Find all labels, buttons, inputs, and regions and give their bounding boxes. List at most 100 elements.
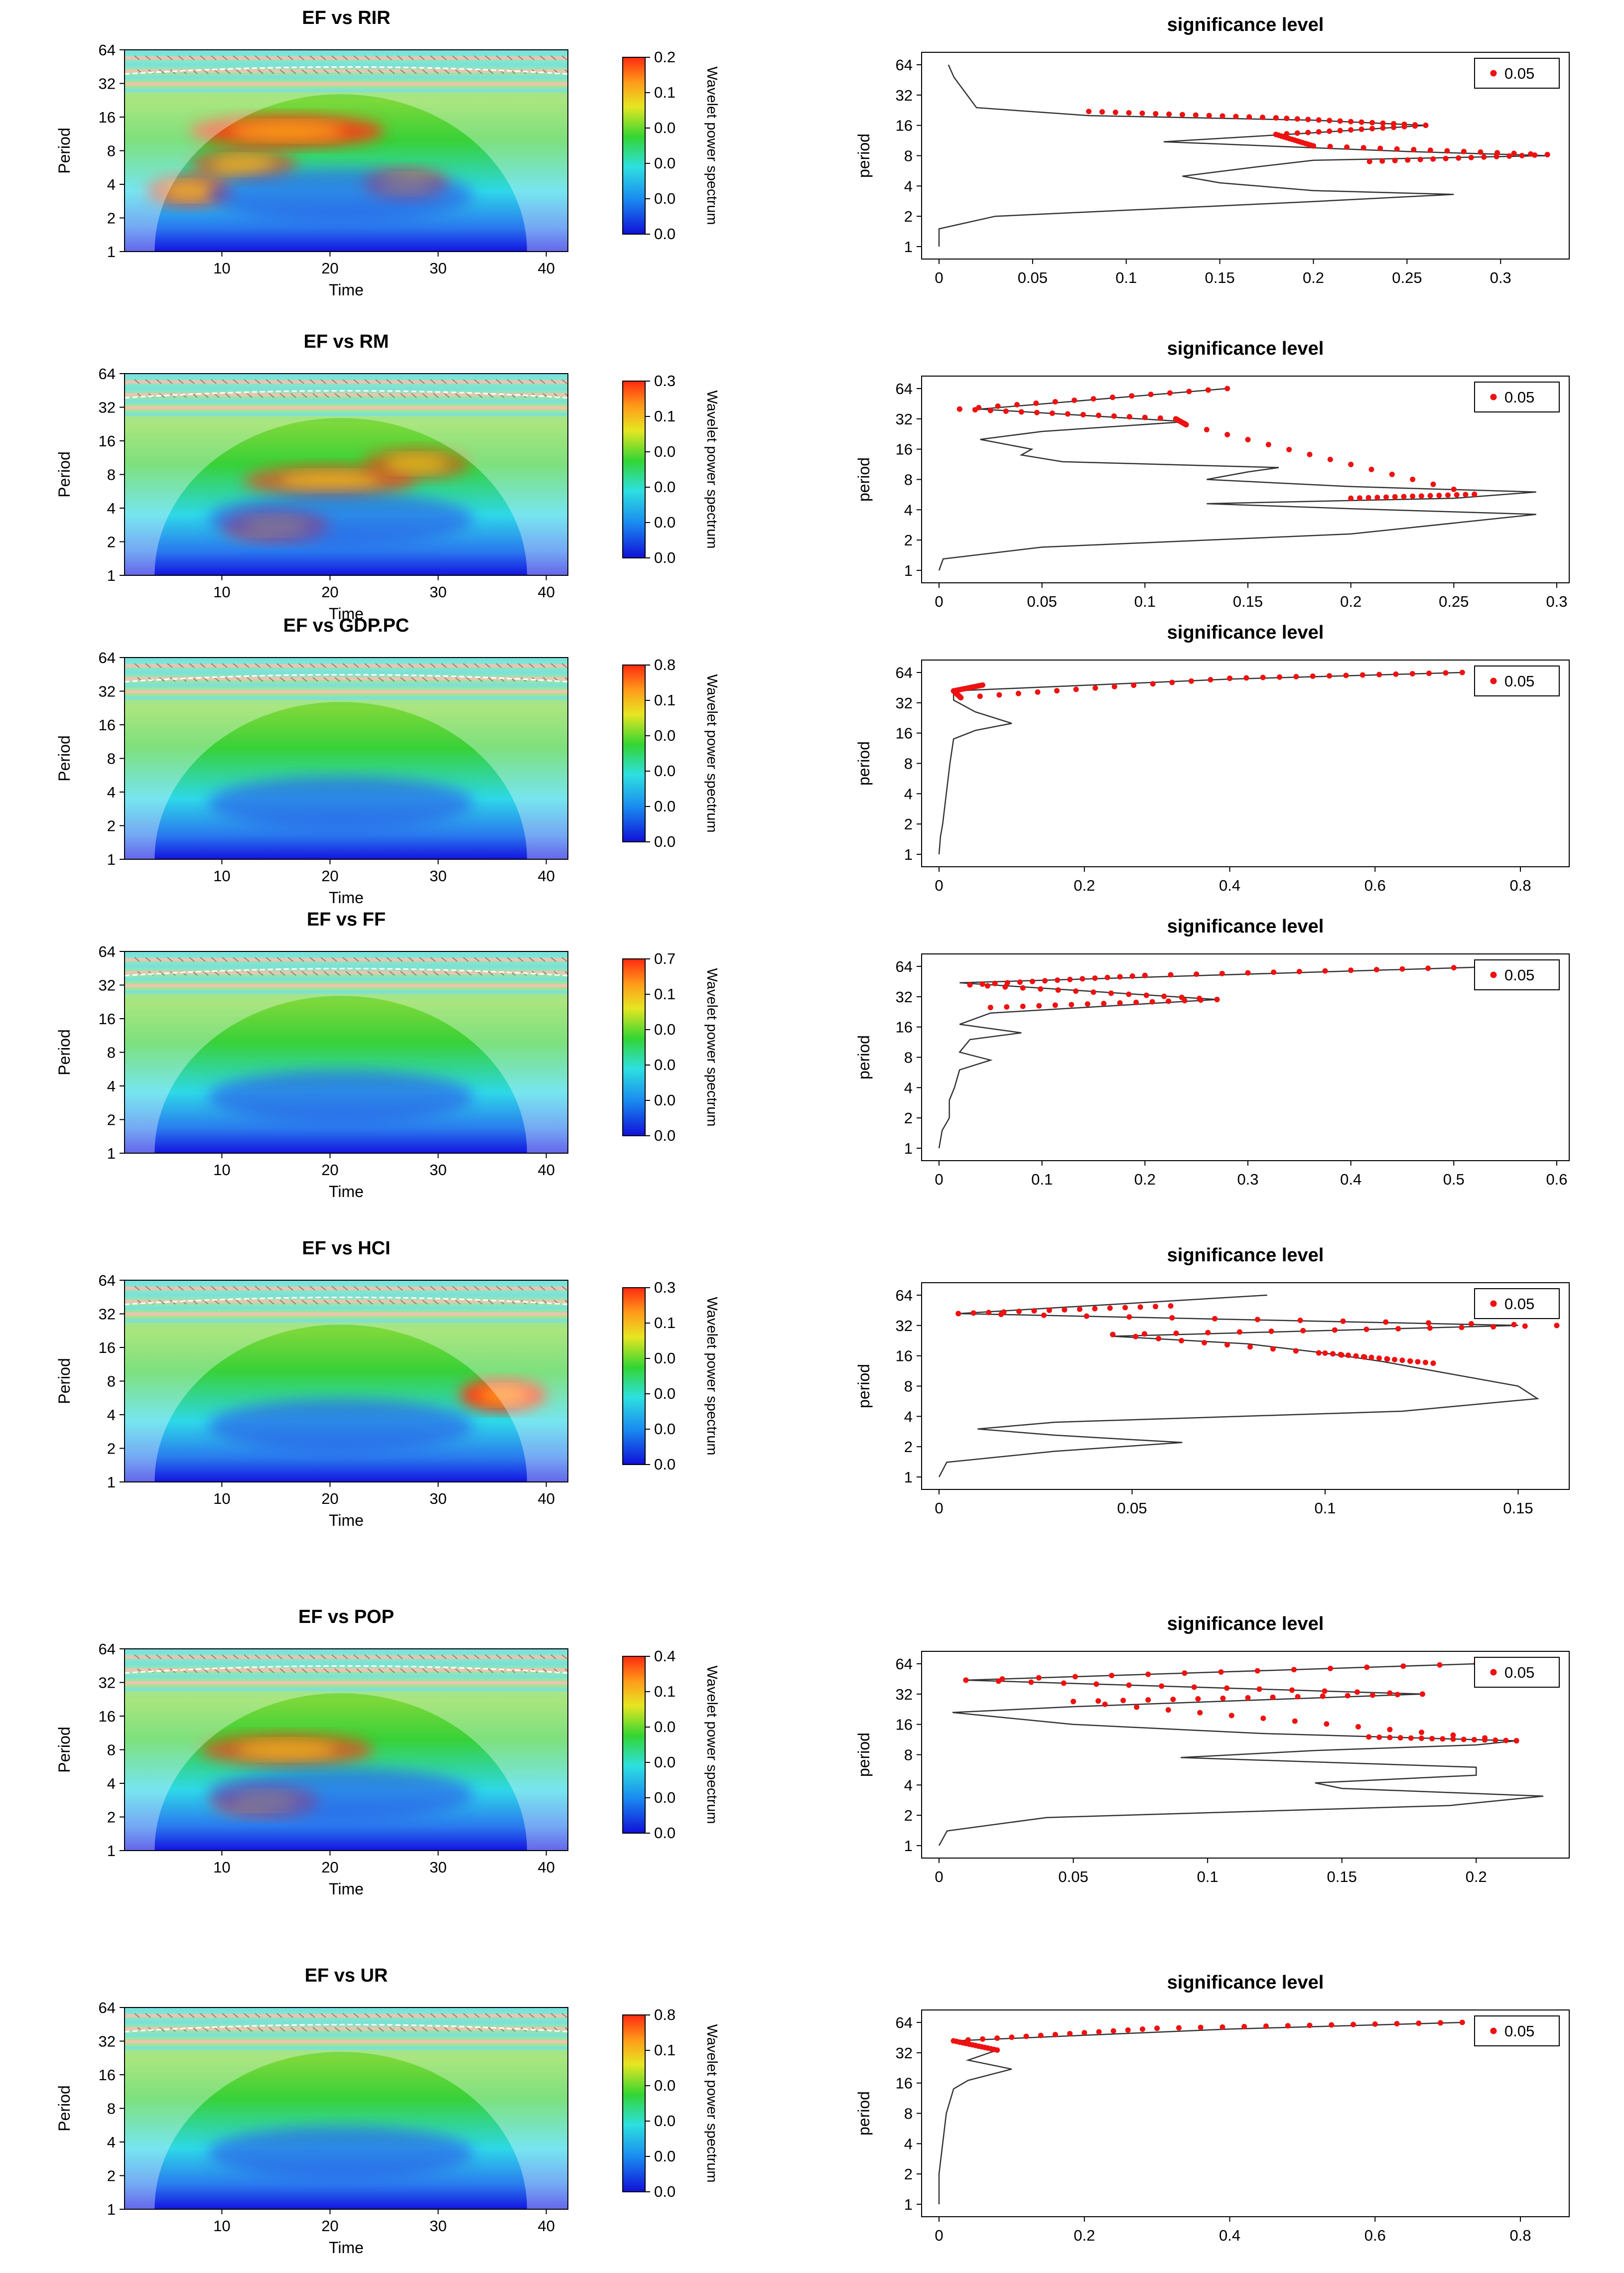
significant-point xyxy=(1009,2034,1015,2040)
phase-arrow xyxy=(466,1300,472,1305)
phase-arrow xyxy=(167,2013,173,2018)
phase-arrow xyxy=(159,1668,165,1673)
colorbar-label: Wavelet power spectrum xyxy=(704,1665,720,1824)
phase-arrow xyxy=(309,55,315,60)
power-lowspot xyxy=(208,1070,474,1123)
significant-point xyxy=(1112,110,1118,116)
y-tick-label: 8 xyxy=(904,1746,913,1764)
x-tick-label: 0 xyxy=(935,1499,943,1517)
colorbar-tick-label: 0.0 xyxy=(654,727,676,744)
x-tick-label: 30 xyxy=(429,583,446,601)
plot-frame xyxy=(921,2009,1570,2217)
significant-point xyxy=(1519,152,1525,158)
power-band xyxy=(125,1681,568,1685)
phase-arrow xyxy=(408,957,414,962)
phase-arrow xyxy=(433,677,439,682)
phase-arrow xyxy=(266,55,271,60)
significant-point xyxy=(1109,395,1115,401)
significant-point xyxy=(1067,976,1073,982)
phase-arrow xyxy=(364,379,370,384)
significant-point xyxy=(1035,689,1041,695)
y-tick-label: 2 xyxy=(904,1109,913,1127)
phase-arrow xyxy=(225,393,231,398)
significant-point xyxy=(1168,972,1174,978)
colorbar-tick-label: 0.8 xyxy=(654,2006,676,2023)
phase-arrow xyxy=(290,393,296,398)
x-tick-label: 40 xyxy=(538,1859,554,1876)
y-tick-label: 1 xyxy=(904,562,913,579)
wavelet-image xyxy=(125,374,568,575)
x-tick-label: 10 xyxy=(213,1161,230,1179)
phase-arrow xyxy=(222,663,228,668)
significant-point xyxy=(1080,976,1085,982)
significant-point xyxy=(1337,118,1343,124)
phase-arrow xyxy=(433,1668,439,1673)
power-band xyxy=(125,412,568,416)
significant-point xyxy=(976,404,982,410)
phase-arrow xyxy=(550,379,556,384)
significant-point xyxy=(1212,1316,1218,1322)
significant-point xyxy=(1156,1336,1162,1341)
x-tick-label: 0.15 xyxy=(1503,1499,1533,1517)
y-tick-label: 16 xyxy=(99,2066,116,2084)
significant-point xyxy=(1166,111,1172,117)
significant-point xyxy=(1179,994,1185,1000)
phase-arrow xyxy=(452,957,458,962)
power-band xyxy=(125,1674,568,1679)
significant-point xyxy=(1463,492,1469,498)
legend-label: 0.05 xyxy=(1504,966,1534,984)
significant-point xyxy=(1131,682,1137,688)
colorbar-tick-label: 0.0 xyxy=(654,1456,676,1473)
phase-arrow xyxy=(441,2013,447,2018)
phase-arrow xyxy=(466,677,472,682)
phase-arrow xyxy=(276,957,282,962)
colorbar-tick-label: 0.1 xyxy=(654,2041,676,2059)
significant-point xyxy=(1139,2026,1145,2032)
y-tick-label: 32 xyxy=(896,2044,913,2062)
y-tick-label: 32 xyxy=(896,694,913,712)
power-band xyxy=(125,2007,568,2011)
significant-point xyxy=(1294,116,1300,122)
colorbar-tick-label: 0.0 xyxy=(654,798,676,815)
phase-arrow xyxy=(233,2013,239,2018)
significant-point xyxy=(1376,1734,1382,1740)
phase-arrow xyxy=(269,393,274,398)
significance-contour xyxy=(125,967,568,977)
phase-arrow xyxy=(477,2027,483,2032)
significant-point xyxy=(1430,156,1436,162)
phase-arrow xyxy=(507,379,513,384)
x-tick-label: 40 xyxy=(538,867,554,885)
phase-arrow xyxy=(561,957,567,962)
significant-point xyxy=(1247,1344,1253,1350)
phase-arrow xyxy=(334,1300,340,1305)
phase-arrow xyxy=(477,971,483,976)
phase-arrow xyxy=(200,1286,206,1291)
significant-point xyxy=(1293,1348,1299,1354)
phase-arrow xyxy=(345,677,351,682)
x-tick-label: 0.05 xyxy=(1018,269,1048,286)
power-band xyxy=(125,2046,568,2050)
phase-arrow xyxy=(312,971,318,976)
y-tick-label: 1 xyxy=(904,2196,913,2213)
significant-point xyxy=(1401,494,1407,500)
significant-point xyxy=(1401,124,1407,130)
significant-point xyxy=(1369,1692,1375,1698)
phase-arrow xyxy=(356,2027,362,2032)
phase-arrow xyxy=(529,663,535,668)
phase-arrow xyxy=(441,663,447,668)
y-axis-label: period xyxy=(855,2091,873,2136)
significant-point xyxy=(1411,146,1417,152)
phase-arrow xyxy=(463,2013,469,2018)
phase-arrow xyxy=(375,379,381,384)
phase-arrow xyxy=(266,1654,271,1659)
significant-point xyxy=(1330,1351,1336,1357)
significant-point xyxy=(1372,2021,1378,2027)
significant-point xyxy=(1161,993,1167,999)
significant-point xyxy=(1052,399,1058,405)
significant-point xyxy=(1038,986,1044,992)
significant-point xyxy=(1260,115,1266,121)
phase-arrow xyxy=(463,663,469,668)
phase-arrow xyxy=(496,55,502,60)
phase-arrow xyxy=(463,1654,469,1659)
phase-arrow xyxy=(323,393,329,398)
